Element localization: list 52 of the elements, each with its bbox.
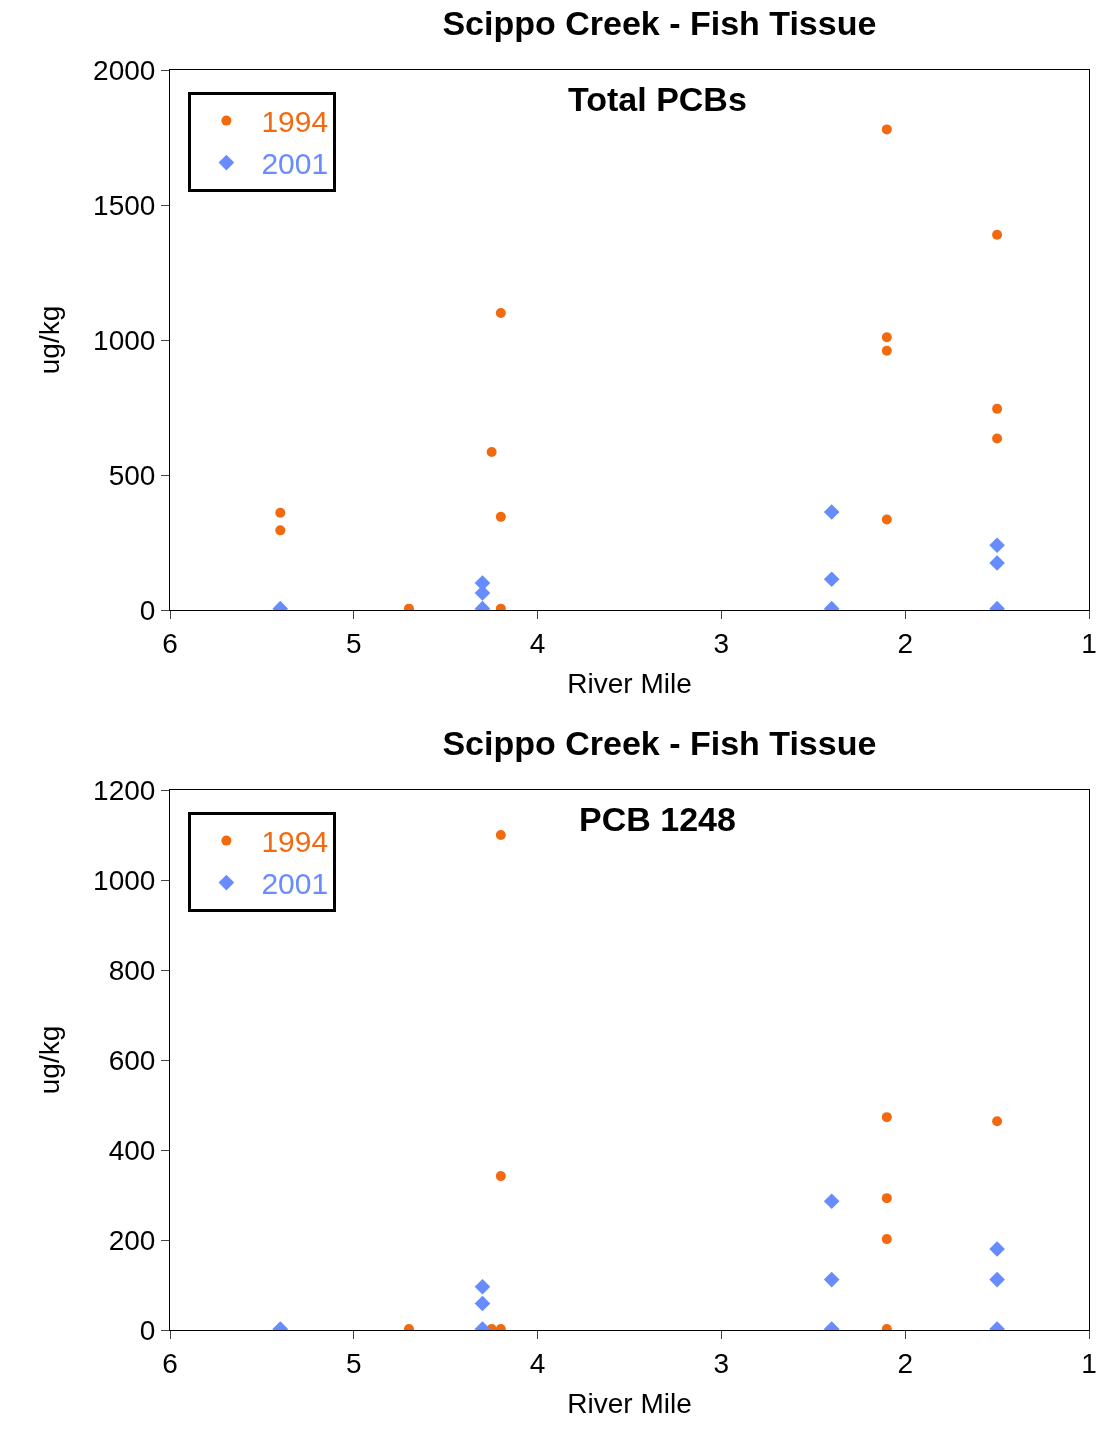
x-tick-label: 1 [1081, 627, 1097, 659]
point [989, 537, 1005, 553]
x-tick-label: 6 [162, 627, 178, 659]
legend-label: 2001 [261, 147, 329, 181]
point [992, 229, 1003, 240]
x-axis-title: River Mile [567, 667, 692, 699]
x-tick-label: 6 [162, 1347, 178, 1379]
x-tick-label: 2 [897, 1347, 913, 1379]
y-axis-title: ug/kg [33, 1025, 65, 1095]
point [992, 433, 1003, 444]
y-tick-label: 500 [108, 459, 156, 491]
chart-subtitle: Total PCBs [568, 80, 747, 118]
y-tick-label: 2000 [93, 54, 156, 86]
x-tick-label: 5 [346, 627, 362, 659]
y-tick-label: 0 [139, 1314, 156, 1346]
point [495, 511, 506, 522]
chart-title: Scippo Creek - Fish Tissue [442, 723, 877, 762]
x-tick-label: 1 [1081, 1347, 1097, 1379]
y-tick-label: 1000 [93, 324, 156, 356]
point [495, 308, 506, 318]
x-tick-label: 4 [529, 1347, 546, 1379]
point [275, 525, 286, 536]
legend-label: 1994 [261, 825, 329, 859]
point [992, 403, 1003, 414]
chart-title: Scippo Creek - Fish Tissue [442, 3, 877, 42]
point [881, 345, 892, 356]
x-tick-label: 4 [529, 627, 546, 659]
point [823, 571, 840, 588]
x-tick-label: 3 [713, 627, 730, 659]
y-axis-title: ug/kg [33, 305, 65, 375]
legend-label: 1994 [261, 105, 329, 139]
y-tick-label: 1000 [93, 864, 156, 896]
point [823, 504, 840, 520]
point [881, 332, 892, 343]
point [275, 507, 286, 518]
chart-subtitle: PCB 1248 [579, 800, 736, 838]
y-tick-label: 1200 [93, 774, 156, 806]
x-tick-label: 3 [713, 1347, 730, 1379]
x-tick-label: 2 [897, 627, 913, 659]
y-tick-label: 1500 [93, 189, 156, 221]
y-tick-label: 200 [108, 1224, 156, 1256]
y-tick-label: 400 [108, 1134, 156, 1166]
y-tick-label: 0 [139, 594, 156, 626]
x-axis-title: River Mile [567, 1387, 692, 1419]
y-tick-label: 600 [108, 1044, 156, 1076]
point [881, 124, 892, 135]
point [989, 555, 1005, 571]
point [486, 447, 497, 458]
y-tick-label: 800 [108, 954, 156, 986]
legend-label: 2001 [261, 867, 329, 901]
point [881, 514, 892, 525]
x-tick-label: 5 [346, 1347, 362, 1379]
